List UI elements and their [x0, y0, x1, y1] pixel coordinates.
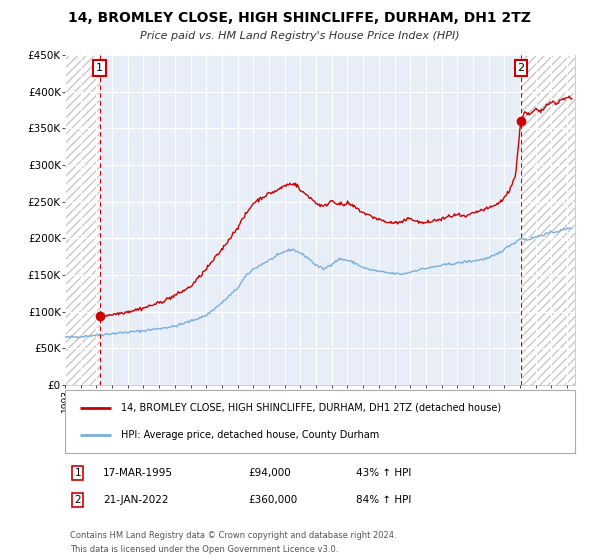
Text: 14, BROMLEY CLOSE, HIGH SHINCLIFFE, DURHAM, DH1 2TZ: 14, BROMLEY CLOSE, HIGH SHINCLIFFE, DURH… [68, 11, 532, 25]
Text: 84% ↑ HPI: 84% ↑ HPI [356, 495, 411, 505]
Text: 17-MAR-1995: 17-MAR-1995 [103, 468, 173, 478]
Text: 2: 2 [74, 495, 81, 505]
Text: Price paid vs. HM Land Registry's House Price Index (HPI): Price paid vs. HM Land Registry's House … [140, 31, 460, 41]
Text: £94,000: £94,000 [248, 468, 292, 478]
Text: 1: 1 [96, 63, 103, 73]
Text: £360,000: £360,000 [248, 495, 298, 505]
Text: 14, BROMLEY CLOSE, HIGH SHINCLIFFE, DURHAM, DH1 2TZ (detached house): 14, BROMLEY CLOSE, HIGH SHINCLIFFE, DURH… [121, 403, 501, 413]
Text: 21-JAN-2022: 21-JAN-2022 [103, 495, 169, 505]
Text: Contains HM Land Registry data © Crown copyright and database right 2024.: Contains HM Land Registry data © Crown c… [70, 530, 397, 539]
Text: 1: 1 [74, 468, 81, 478]
Text: 2: 2 [517, 63, 524, 73]
Text: 43% ↑ HPI: 43% ↑ HPI [356, 468, 411, 478]
Text: HPI: Average price, detached house, County Durham: HPI: Average price, detached house, Coun… [121, 431, 379, 440]
Text: This data is licensed under the Open Government Licence v3.0.: This data is licensed under the Open Gov… [70, 544, 338, 553]
